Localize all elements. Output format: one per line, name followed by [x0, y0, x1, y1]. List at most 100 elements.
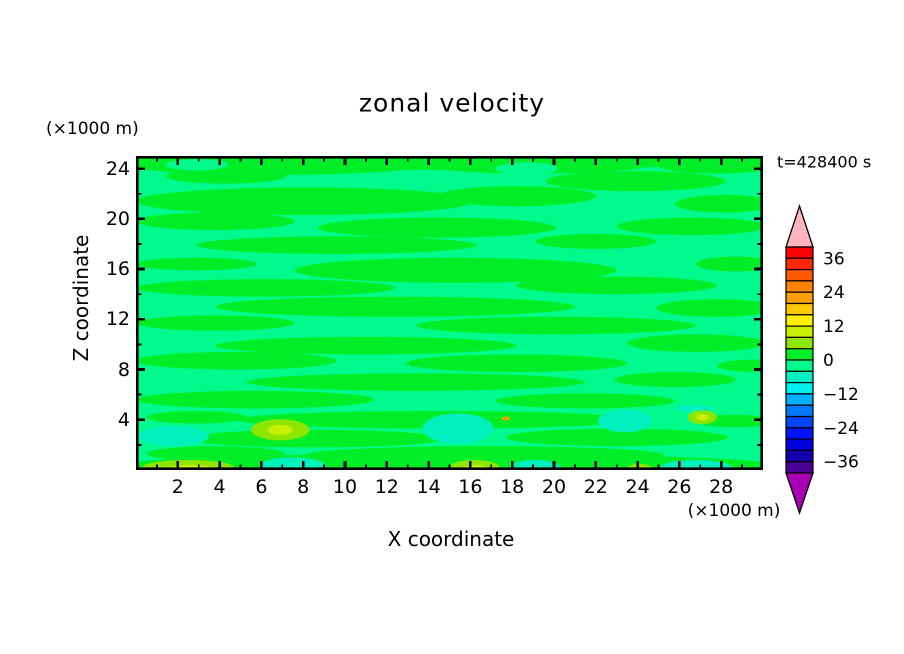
contour-streak	[136, 212, 295, 231]
colorbar-segment	[785, 257, 814, 271]
contour-field	[136, 156, 763, 470]
colorbar-segment	[785, 370, 814, 384]
x-axis-unit-label: (×1000 m)	[687, 501, 781, 521]
contour-streak	[136, 279, 396, 297]
colorbar-segment	[785, 302, 814, 316]
contour-streak	[495, 393, 676, 409]
contour-streak	[436, 186, 596, 207]
contour-feature	[495, 162, 559, 175]
time-annotation: t=428400 s	[777, 152, 872, 172]
colorbar-segment	[785, 404, 814, 418]
contour-streak	[516, 276, 718, 295]
colorbar: 36 24 12 0 −12 −24 −36	[785, 203, 859, 516]
contour-streak	[405, 354, 628, 373]
contour-feature	[165, 159, 228, 171]
contour-streak	[656, 299, 763, 317]
contour-streak	[717, 359, 763, 373]
contour-feature	[267, 424, 293, 435]
colorbar-segment	[785, 427, 814, 440]
contour-feature	[696, 414, 709, 421]
x-tick-label: 26	[667, 476, 692, 498]
contour-streak	[675, 194, 763, 213]
contour-streak	[656, 156, 763, 174]
colorbar-segment	[785, 325, 814, 338]
colorbar-tick-label: −24	[823, 419, 859, 439]
z-axis-unit-label: (×1000 m)	[46, 119, 139, 139]
colorbar-tick-label: −36	[823, 453, 859, 473]
contour-streak	[215, 336, 517, 355]
contour-streak	[294, 257, 617, 283]
colorbar-segment	[785, 280, 814, 293]
contour-streak	[186, 429, 446, 448]
colorbar-segment	[785, 461, 814, 474]
chart-title: zonal velocity	[358, 88, 546, 118]
colorbar-segment	[785, 438, 814, 452]
z-tick-label: 8	[117, 358, 130, 381]
contour-streak	[246, 373, 586, 391]
contour-streak	[165, 168, 287, 184]
colorbar-segment	[785, 415, 814, 429]
contour-streak	[616, 217, 763, 236]
x-tick-label: 4	[213, 476, 226, 498]
x-tick-label: 8	[297, 476, 310, 498]
x-tick-label: 22	[583, 476, 608, 498]
contour-plot	[136, 156, 763, 470]
colorbar-tick-label: 36	[823, 249, 845, 269]
x-tick-label: 2	[171, 476, 184, 498]
contour-streak	[146, 446, 285, 462]
contour-streak	[627, 334, 763, 352]
x-tick-label: 16	[458, 476, 483, 498]
x-tick-label: 12	[374, 476, 399, 498]
x-tick-label: 28	[709, 476, 734, 498]
contour-streak	[505, 428, 728, 447]
colorbar-segment	[785, 336, 814, 350]
colorbar-segment	[785, 382, 814, 395]
colorbar-tick-label: −12	[823, 385, 859, 405]
contour-streak	[535, 233, 657, 249]
contour-streak	[696, 256, 763, 272]
z-tick-label: 16	[105, 258, 130, 281]
plot-frame	[136, 156, 763, 470]
contour-streak	[317, 217, 557, 238]
colorbar-segment	[785, 268, 814, 282]
x-axis-title: X coordinate	[387, 527, 515, 551]
colorbar-tick-label: 0	[823, 351, 834, 371]
contour-streak	[136, 351, 337, 370]
z-tick-label: 24	[105, 157, 130, 180]
z-tick-label: 4	[117, 408, 130, 431]
contour-feature	[675, 404, 713, 413]
colorbar-segment	[785, 314, 814, 327]
colorbar-under-arrow	[785, 472, 814, 516]
contour-streak	[196, 236, 477, 254]
contour-streak	[545, 171, 726, 192]
contour-streak	[136, 257, 258, 271]
x-tick-label: 20	[541, 476, 567, 498]
contour-streak	[416, 316, 697, 335]
colorbar-segment	[785, 291, 814, 305]
x-tick-label: 6	[255, 476, 268, 498]
x-tick-label: 10	[332, 476, 358, 498]
contour-streak	[146, 410, 247, 424]
contour-feature	[501, 416, 511, 421]
colorbar-over-arrow	[785, 203, 814, 248]
x-tick-label: 24	[625, 476, 650, 498]
contour-feature	[259, 457, 327, 470]
z-tick-label: 12	[105, 308, 130, 331]
contour-streak	[136, 390, 375, 409]
x-axis-tick-labels: 2 4 6 8 10 12 14 16 18 20 22 24 26 28	[0, 476, 904, 500]
contour-streak	[614, 372, 736, 388]
contour-streak	[305, 446, 665, 464]
x-tick-label: 14	[416, 476, 441, 498]
contour-streak	[136, 187, 475, 216]
colorbar-segment	[785, 348, 814, 361]
z-tick-label: 20	[105, 207, 130, 230]
colorbar-tick-label: 12	[823, 317, 845, 337]
colorbar-segment	[785, 359, 814, 372]
z-axis-tick-labels: 4 8 12 16 20 24	[86, 0, 130, 654]
colorbar-segment	[785, 449, 814, 463]
contour-streak	[136, 315, 295, 331]
colorbar-segment	[785, 393, 814, 406]
contour-feature	[597, 409, 653, 433]
x-tick-label: 18	[500, 476, 525, 498]
